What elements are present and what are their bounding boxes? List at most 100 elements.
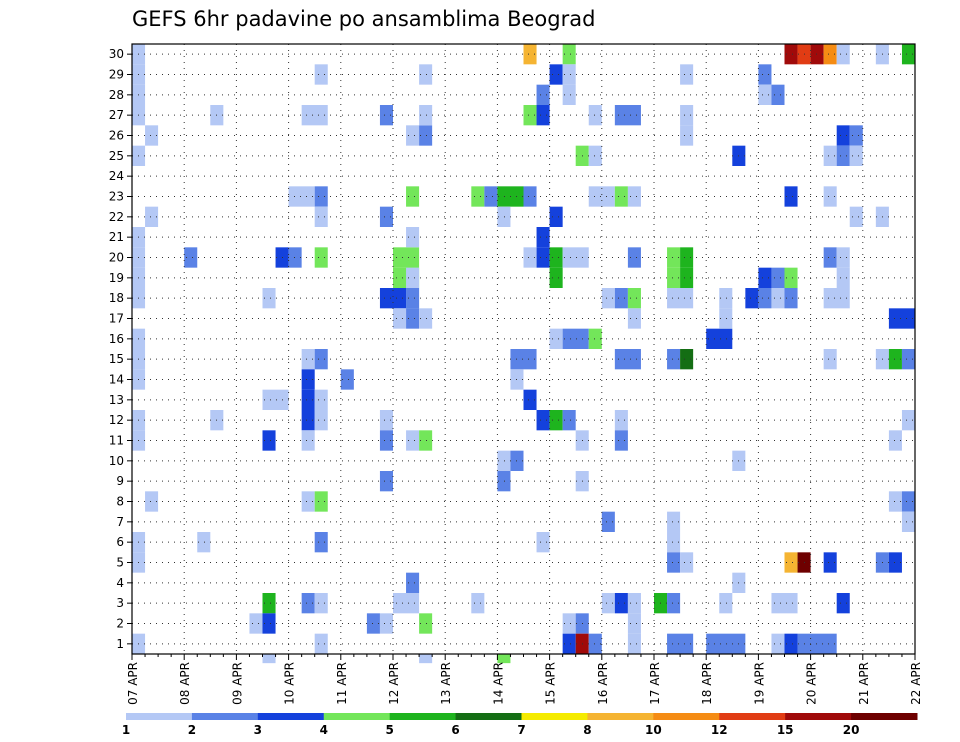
- x-tick-label: 16 APR: [596, 662, 610, 705]
- precip-cell: [562, 410, 576, 431]
- precip-cell: [758, 84, 772, 105]
- precip-cell: [379, 288, 393, 309]
- precip-cell: [588, 633, 602, 654]
- precip-cell: [588, 186, 615, 207]
- precip-cell: [379, 430, 393, 451]
- y-tick-label: 4: [116, 576, 124, 590]
- y-tick-label: 8: [116, 495, 124, 509]
- precip-cell: [314, 349, 328, 370]
- x-tick-label: 09 APR: [230, 662, 244, 705]
- x-tick-label: 12 APR: [387, 662, 401, 705]
- precip-cell: [393, 308, 407, 329]
- precip-cell: [680, 267, 694, 288]
- precip-cell: [680, 349, 694, 370]
- precip-cell: [262, 613, 276, 634]
- precip-cell: [301, 369, 315, 390]
- y-tick-label: 23: [109, 190, 124, 204]
- precip-cell: [314, 593, 328, 614]
- precip-cell: [145, 491, 159, 512]
- y-tick-label: 19: [109, 271, 124, 285]
- x-tick-label: 21 APR: [857, 662, 871, 705]
- precip-cell: [849, 125, 863, 146]
- precip-cell: [366, 613, 380, 634]
- precip-cell: [406, 186, 420, 207]
- precip-cell: [536, 532, 550, 553]
- precip-cell: [849, 145, 863, 166]
- precip-cell: [719, 593, 733, 614]
- precip-cell: [262, 288, 276, 309]
- colorbar-swatch: [851, 713, 918, 720]
- precip-cell: [406, 572, 420, 593]
- precip-cell: [719, 288, 733, 309]
- precip-cell: [288, 186, 315, 207]
- colorbar-label: 15: [777, 723, 794, 737]
- precip-cell: [314, 206, 328, 227]
- precip-cell: [758, 288, 772, 309]
- precip-cell: [784, 288, 798, 309]
- precip-cell: [314, 247, 328, 268]
- colorbar-swatch: [126, 713, 193, 720]
- precip-cell: [523, 247, 537, 268]
- precip-cell: [406, 125, 420, 146]
- precip-cell: [810, 44, 824, 65]
- precip-cell: [771, 288, 785, 309]
- precip-cell: [627, 308, 641, 329]
- precip-cell: [510, 349, 537, 370]
- y-tick-label: 9: [116, 474, 124, 488]
- precip-cell: [901, 410, 915, 431]
- precip-cell: [562, 613, 576, 634]
- precip-cell: [706, 328, 733, 349]
- x-tick-label: 20 APR: [805, 662, 819, 705]
- precip-cell: [784, 44, 798, 65]
- precip-cell: [406, 308, 420, 329]
- precip-cell: [667, 511, 681, 532]
- precip-cell: [680, 247, 694, 268]
- precip-cell: [823, 44, 837, 65]
- precip-cell: [667, 349, 681, 370]
- precip-cell: [836, 125, 850, 146]
- precip-cell: [393, 593, 420, 614]
- precip-cell: [301, 105, 328, 126]
- precip-cell: [771, 593, 798, 614]
- precip-cell: [901, 491, 915, 512]
- precip-cell: [536, 247, 550, 268]
- precip-cell: [562, 633, 576, 654]
- precip-cell: [784, 267, 798, 288]
- precip-cell: [836, 145, 850, 166]
- precip-cell: [314, 410, 328, 431]
- precip-cell: [836, 267, 850, 288]
- y-tick-label: 22: [109, 210, 124, 224]
- precip-cell: [614, 105, 641, 126]
- colorbar-swatch: [719, 713, 786, 720]
- precip-cell: [523, 44, 537, 65]
- precip-cell: [627, 633, 641, 654]
- colorbar-label: 3: [254, 723, 262, 737]
- precip-cell: [536, 105, 550, 126]
- precip-cell: [562, 247, 589, 268]
- colorbar-label: 8: [583, 723, 591, 737]
- precip-cell: [549, 410, 563, 431]
- precip-cell: [288, 247, 302, 268]
- precip-cell: [797, 633, 837, 654]
- precip-cell: [627, 613, 641, 634]
- x-tick-label: 10 APR: [283, 662, 297, 705]
- y-axis: 1234567891011121314151617181920212223242…: [109, 47, 132, 651]
- precip-cell: [601, 593, 615, 614]
- precip-cell: [823, 552, 837, 573]
- precip-cell: [745, 288, 759, 309]
- precip-cell: [497, 654, 511, 664]
- precip-cell: [314, 389, 328, 410]
- y-tick-label: 5: [116, 556, 124, 570]
- x-tick-label: 13 APR: [439, 662, 453, 705]
- precip-cell: [249, 613, 263, 634]
- colorbar-label: 10: [645, 723, 662, 737]
- precip-cell: [536, 227, 550, 248]
- precip-cell: [145, 125, 159, 146]
- precip-cell: [771, 633, 785, 654]
- precip-cell: [406, 430, 420, 451]
- precip-cell: [667, 593, 681, 614]
- chart-title: GEFS 6hr padavine po ansamblima Beograd: [132, 7, 595, 31]
- precip-cell: [419, 125, 433, 146]
- precip-cell: [680, 552, 694, 573]
- y-tick-label: 7: [116, 515, 124, 529]
